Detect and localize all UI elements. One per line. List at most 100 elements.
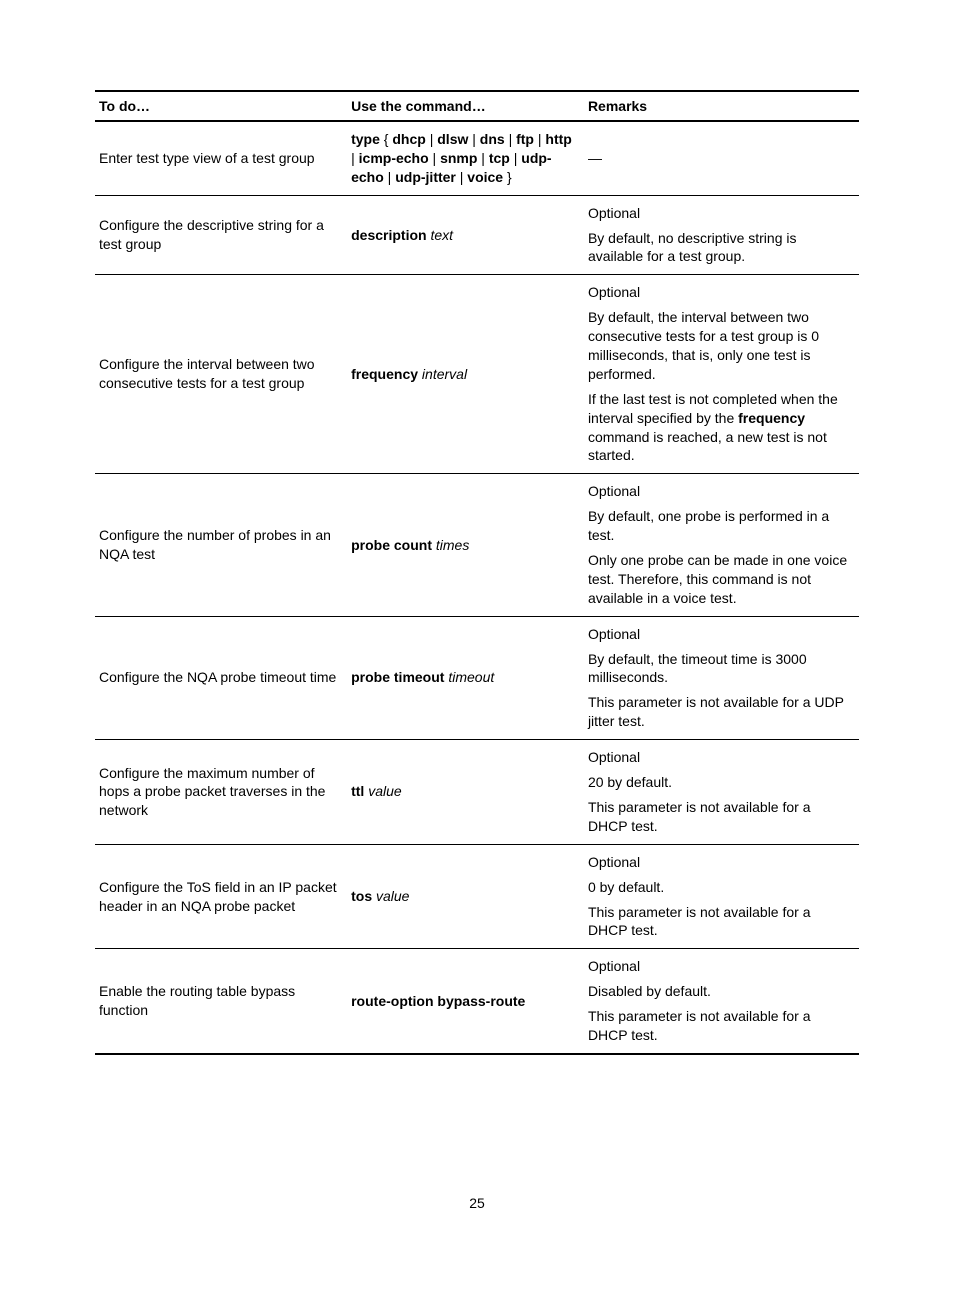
cell-todo: Enable the routing table bypass function xyxy=(95,949,347,1054)
text-run: This parameter is not available for a DH… xyxy=(588,1008,811,1043)
text-run: http xyxy=(545,131,571,147)
remarks-paragraph: Optional xyxy=(588,625,853,644)
remarks-paragraph: Optional xyxy=(588,748,853,767)
text-run: value xyxy=(376,888,409,904)
cell-command: description text xyxy=(347,195,584,275)
text-run: | xyxy=(426,131,437,147)
remarks-paragraph: By default, no descriptive string is ava… xyxy=(588,229,853,267)
remarks-paragraph: Optional xyxy=(588,204,853,223)
text-run: This parameter is not available for a UD… xyxy=(588,694,844,729)
text-run: tcp xyxy=(489,150,510,166)
cell-todo: Configure the interval between two conse… xyxy=(95,275,347,474)
cell-todo: Configure the descriptive string for a t… xyxy=(95,195,347,275)
cell-remarks: Optional 20 by default. This parameter is … xyxy=(584,740,859,845)
text-run: udp-jitter xyxy=(395,169,456,185)
remarks-paragraph: By default, the interval between two con… xyxy=(588,308,853,384)
text-run: — xyxy=(588,150,602,166)
text-run: By default, the interval between two con… xyxy=(588,309,819,382)
table-body: Enter test type view of a test grouptype… xyxy=(95,121,859,1054)
text-run: timeout xyxy=(448,669,494,685)
text-run: type xyxy=(351,131,380,147)
cell-remarks: Optional 0 by default. This parameter is n… xyxy=(584,844,859,949)
document-page: To do… Use the command… Remarks Enter te… xyxy=(0,0,954,1271)
cell-command: frequency interval xyxy=(347,275,584,474)
table-row: Enable the routing table bypass function… xyxy=(95,949,859,1054)
text-run: Optional xyxy=(588,483,640,499)
remarks-paragraph: By default, one probe is performed in a … xyxy=(588,507,853,545)
text-run: By default, one probe is performed in a … xyxy=(588,508,829,543)
cell-remarks: Optional By default, the timeout time is … xyxy=(584,616,859,739)
text-run: Optional xyxy=(588,854,640,870)
text-run: value xyxy=(368,783,401,799)
remarks-paragraph: Optional xyxy=(588,853,853,872)
remarks-paragraph: This parameter is not available for a DH… xyxy=(588,903,853,941)
text-run: probe timeout xyxy=(351,669,444,685)
remarks-paragraph: Optional xyxy=(588,283,853,302)
cell-command: probe count times xyxy=(347,474,584,616)
text-run: Disabled by default. xyxy=(588,983,711,999)
header-todo: To do… xyxy=(95,91,347,121)
text-run: voice xyxy=(467,169,503,185)
cell-command: route-option bypass-route xyxy=(347,949,584,1054)
table-row: Configure the interval between two conse… xyxy=(95,275,859,474)
text-run: command is reached, a new test is not st… xyxy=(588,429,827,464)
text-run: 0 by default. xyxy=(588,879,664,895)
cell-todo: Configure the NQA probe timeout time xyxy=(95,616,347,739)
text-run: | xyxy=(384,169,395,185)
text-run: snmp xyxy=(440,150,477,166)
text-run: Only one probe can be made in one voice … xyxy=(588,552,847,606)
text-run: ftp xyxy=(516,131,534,147)
text-run: | xyxy=(505,131,516,147)
cell-todo: Enter test type view of a test group xyxy=(95,121,347,195)
table-row: Configure the number of probes in an NQA… xyxy=(95,474,859,616)
cell-todo: Configure the number of probes in an NQA… xyxy=(95,474,347,616)
command-table: To do… Use the command… Remarks Enter te… xyxy=(95,90,859,1055)
header-remarks: Remarks xyxy=(584,91,859,121)
remarks-paragraph: By default, the timeout time is 3000 mil… xyxy=(588,650,853,688)
page-number: 25 xyxy=(95,1195,859,1211)
table-header-row: To do… Use the command… Remarks xyxy=(95,91,859,121)
text-run: route-option bypass-route xyxy=(351,993,525,1009)
table-row: Enter test type view of a test grouptype… xyxy=(95,121,859,195)
text-run: | xyxy=(456,169,467,185)
text-run: } xyxy=(503,169,512,185)
text-run: tos xyxy=(351,888,372,904)
remarks-paragraph: If the last test is not completed when t… xyxy=(588,390,853,466)
text-run: | xyxy=(510,150,521,166)
table-row: Configure the maximum number of hops a p… xyxy=(95,740,859,845)
text-run: dns xyxy=(480,131,505,147)
cell-command: probe timeout timeout xyxy=(347,616,584,739)
header-command: Use the command… xyxy=(347,91,584,121)
text-run: frequency xyxy=(351,366,418,382)
cell-remarks: Optional Disabled by default. This paramet… xyxy=(584,949,859,1054)
text-run: By default, the timeout time is 3000 mil… xyxy=(588,651,807,686)
text-run: dlsw xyxy=(437,131,468,147)
text-run: Optional xyxy=(588,205,640,221)
remarks-paragraph: This parameter is not available for a UD… xyxy=(588,693,853,731)
cell-command: type { dhcp | dlsw | dns | ftp | http | … xyxy=(347,121,584,195)
text-run: This parameter is not available for a DH… xyxy=(588,799,811,834)
text-run: By default, no descriptive string is ava… xyxy=(588,230,797,265)
text-run: description xyxy=(351,227,426,243)
text-run: | xyxy=(351,150,359,166)
remarks-paragraph: This parameter is not available for a DH… xyxy=(588,798,853,836)
text-run: frequency xyxy=(738,410,805,426)
remarks-paragraph: Optional xyxy=(588,482,853,501)
text-run: times xyxy=(436,537,469,553)
remarks-paragraph: Disabled by default. xyxy=(588,982,853,1001)
table-row: Configure the ToS field in an IP packet … xyxy=(95,844,859,949)
remarks-paragraph: This parameter is not available for a DH… xyxy=(588,1007,853,1045)
cell-todo: Configure the ToS field in an IP packet … xyxy=(95,844,347,949)
text-run: 20 by default. xyxy=(588,774,672,790)
text-run: icmp-echo xyxy=(359,150,429,166)
text-run: This parameter is not available for a DH… xyxy=(588,904,811,939)
remarks-paragraph: 0 by default. xyxy=(588,878,853,897)
text-run: | xyxy=(429,150,440,166)
cell-remarks: Optional By default, no descriptive strin… xyxy=(584,195,859,275)
text-run: | xyxy=(534,131,545,147)
remarks-paragraph: — xyxy=(588,149,853,168)
remarks-paragraph: Optional xyxy=(588,957,853,976)
text-run: | xyxy=(468,131,479,147)
remarks-paragraph: Only one probe can be made in one voice … xyxy=(588,551,853,608)
text-run: Optional xyxy=(588,749,640,765)
